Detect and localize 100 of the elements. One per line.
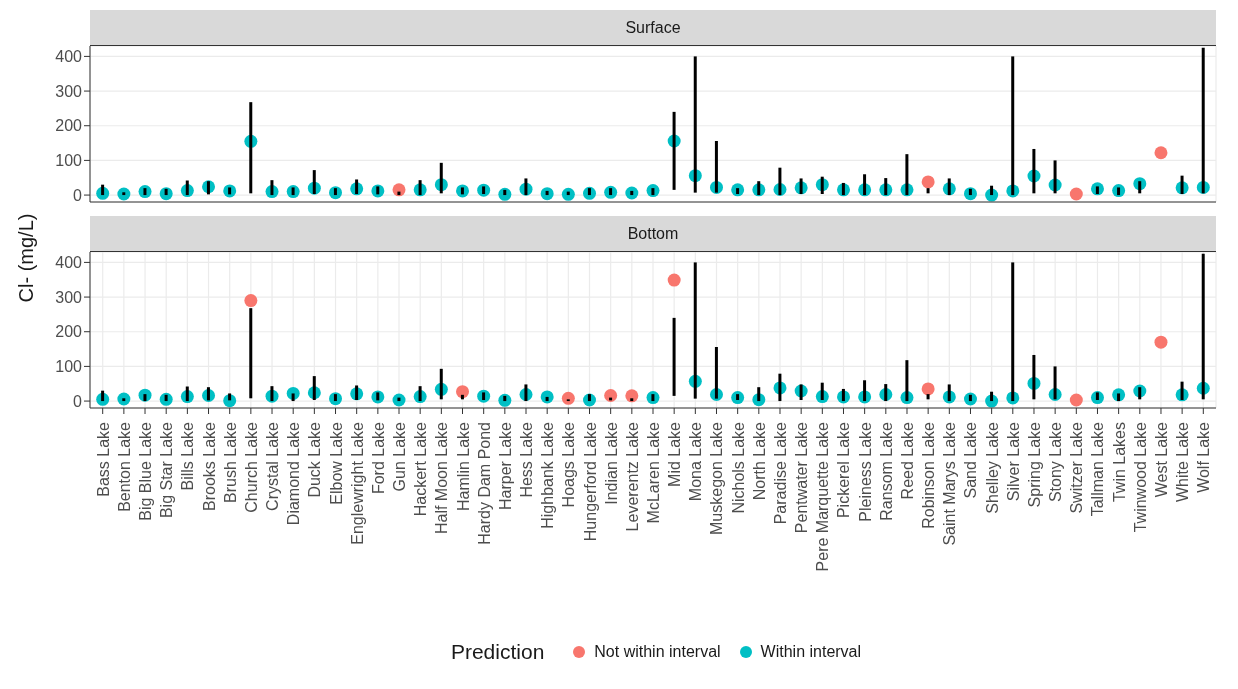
bar: [1201, 47, 1205, 194]
bar: [651, 394, 655, 402]
bar: [376, 392, 380, 401]
bar: [672, 317, 676, 396]
bar: [714, 346, 718, 399]
bar: [397, 397, 401, 402]
bar: [545, 190, 549, 196]
x-tick-label: Paradise Lake: [771, 421, 789, 525]
bar: [376, 186, 380, 195]
bar: [820, 382, 824, 401]
bar: [503, 189, 507, 196]
bar: [1138, 387, 1142, 400]
bar: [312, 376, 316, 401]
bar: [439, 368, 443, 400]
bar: [249, 102, 253, 194]
point: [244, 294, 258, 308]
x-tick-label: Bills Lake: [179, 421, 197, 491]
x-tick-label: Hungerford Lake: [581, 421, 599, 542]
bar: [905, 154, 909, 196]
y-tick-label: 100: [55, 358, 83, 376]
bar: [524, 384, 528, 402]
bar: [143, 188, 147, 196]
x-tick-label: Mona Lake: [687, 421, 705, 502]
bar: [799, 384, 803, 401]
bar: [757, 387, 761, 402]
bar: [990, 391, 994, 402]
bar: [1138, 181, 1142, 194]
bar: [841, 388, 845, 402]
point: [456, 385, 470, 399]
bar: [1095, 392, 1099, 401]
x-tick-label: Leverentz Lake: [623, 421, 641, 532]
bar: [185, 180, 189, 196]
bar: [566, 191, 570, 196]
bar: [1053, 160, 1057, 194]
point: [1069, 187, 1083, 201]
x-tick-label: Benton Lake: [115, 421, 133, 512]
bar: [990, 185, 994, 196]
bar: [968, 394, 972, 402]
bar: [545, 396, 549, 402]
bar: [863, 174, 867, 196]
bar: [482, 392, 486, 401]
point: [1154, 335, 1168, 349]
bar: [418, 180, 422, 196]
x-tick-label: Crystal Lake: [264, 421, 282, 511]
bar: [863, 380, 867, 402]
point: [921, 382, 935, 396]
bar: [1095, 186, 1099, 195]
bar: [1053, 366, 1057, 400]
x-tick-label: Church Lake: [242, 421, 260, 513]
x-tick-label: Switzer Lake: [1068, 421, 1086, 514]
bar: [820, 176, 824, 195]
x-tick-label: Shelley Lake: [983, 421, 1001, 514]
x-tick-label: Pentwater Lake: [793, 421, 811, 534]
bar: [693, 262, 697, 399]
x-tick-label: Harper Lake: [496, 421, 514, 511]
x-tick-label: White Lake: [1174, 421, 1192, 503]
bar: [482, 186, 486, 195]
x-tick-label: Brush Lake: [221, 421, 239, 503]
x-tick-label: Stony Lake: [1047, 421, 1065, 503]
bar: [270, 386, 274, 402]
point: [392, 393, 406, 407]
bar: [778, 167, 782, 196]
x-tick-label: Hamlin Lake: [454, 421, 472, 511]
x-tick-label: Gun Lake: [391, 421, 409, 492]
bar: [101, 390, 105, 402]
bar: [947, 384, 951, 402]
bar: [1180, 381, 1184, 401]
bar: [672, 111, 676, 190]
x-tick-label: Big Star Lake: [158, 421, 176, 519]
point: [561, 187, 575, 201]
bar: [778, 373, 782, 402]
y-tick-label: 400: [55, 254, 83, 272]
bar: [1032, 148, 1036, 194]
legend-label: Not within interval: [593, 643, 721, 661]
bar: [926, 394, 930, 400]
x-tick-label: North Lake: [750, 421, 768, 501]
point: [540, 390, 554, 404]
point: [392, 183, 406, 197]
y-tick-label: 0: [73, 186, 83, 204]
legend-title: Prediction: [450, 640, 545, 664]
x-tick-label: Silver Lake: [1004, 421, 1022, 502]
x-tick-label: Indian Lake: [602, 421, 620, 505]
x-tick-label: Hoags Lake: [560, 421, 578, 508]
chart-title: Surface: [90, 10, 1216, 46]
bar: [736, 394, 740, 401]
bar: [693, 56, 697, 193]
point: [117, 392, 131, 406]
bar: [122, 398, 126, 402]
x-tick-label: Hess Lake: [518, 421, 536, 498]
bar: [206, 181, 210, 195]
x-tick-label: Highbank Lake: [539, 421, 557, 529]
x-tick-label: Big Blue Lake: [137, 421, 155, 521]
bar: [1117, 393, 1121, 402]
bar: [122, 192, 126, 196]
bar: [968, 188, 972, 196]
x-tick-label: West Lake: [1152, 421, 1170, 498]
bar: [1117, 187, 1121, 196]
bar: [609, 188, 613, 196]
x-tick-label: Tallman Lake: [1089, 421, 1107, 517]
bar: [884, 384, 888, 402]
